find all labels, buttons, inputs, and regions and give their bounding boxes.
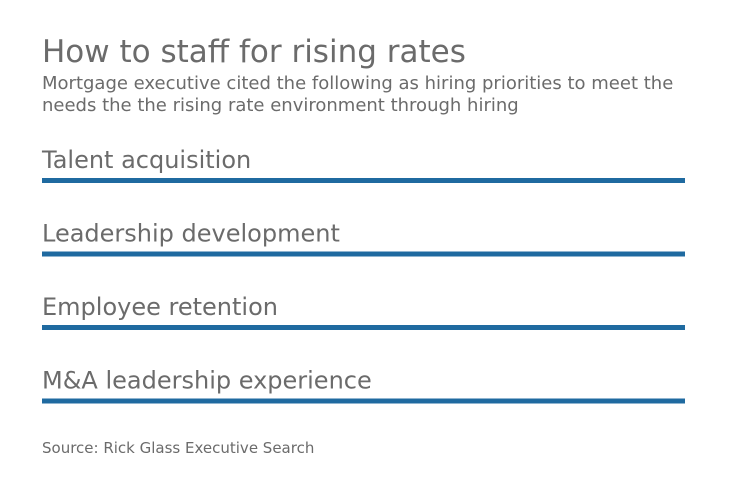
source-note: Source: Rick Glass Executive Search [42, 439, 315, 457]
bar-label: M&A leadership experience [42, 367, 372, 395]
chart-title: How to staff for rising rates [42, 34, 466, 70]
bar [42, 251, 685, 257]
bar-label: Employee retention [42, 293, 278, 321]
bar-label: Talent acquisition [41, 146, 251, 174]
bar [42, 325, 685, 330]
bar [42, 398, 685, 404]
chart-subtitle: Mortgage executive cited the following a… [42, 73, 674, 116]
bar-label: Leadership development [42, 220, 340, 248]
bar [42, 178, 685, 183]
